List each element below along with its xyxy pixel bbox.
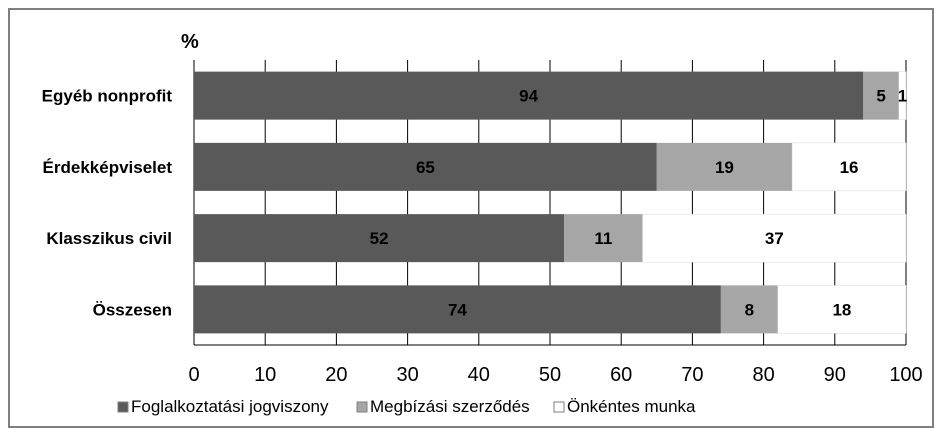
bar-1-3 bbox=[194, 214, 565, 263]
category-label-4: Összesen bbox=[93, 300, 172, 319]
x-tick-70: 70 bbox=[681, 364, 703, 386]
category-label-2: Érdekképviselet bbox=[43, 158, 173, 177]
legend-swatch-1 bbox=[117, 401, 129, 413]
bars: 94 5 1 65 19 16 52 11 37 74 8 18 bbox=[194, 71, 907, 334]
data-label-1-3: 52 bbox=[370, 229, 389, 248]
data-label-1-2: 65 bbox=[416, 158, 435, 177]
legend-swatch-2 bbox=[356, 401, 368, 413]
x-tick-90: 90 bbox=[824, 364, 846, 386]
category-label-1: Egyéb nonprofit bbox=[42, 87, 173, 106]
bar-2-1 bbox=[863, 71, 899, 120]
x-tick-30: 30 bbox=[396, 364, 418, 386]
legend-label-2: Megbízási szerződés bbox=[370, 397, 530, 416]
data-label-3-4: 18 bbox=[832, 300, 851, 319]
legend: Foglalkoztatási jogviszony Megbízási szer… bbox=[117, 397, 696, 416]
data-label-2-3: 11 bbox=[594, 229, 612, 248]
x-tick-40: 40 bbox=[468, 364, 490, 386]
x-tick-10: 10 bbox=[254, 364, 276, 386]
x-tick-100: 100 bbox=[889, 364, 922, 386]
data-label-3-1: 1 bbox=[898, 87, 907, 106]
x-tick-20: 20 bbox=[325, 364, 347, 386]
data-label-3-2: 16 bbox=[840, 158, 859, 177]
unit-label: % bbox=[181, 31, 199, 53]
data-label-3-3: 37 bbox=[765, 229, 784, 248]
x-tick-50: 50 bbox=[539, 364, 561, 386]
stacked-bar-chart: % 94 5 1 65 19 16 52 11 37 74 8 18 Egyéb nonprofit É… bbox=[42, 31, 923, 416]
legend-label-3: Önkéntes munka bbox=[567, 397, 696, 416]
bar-2-3 bbox=[564, 214, 643, 263]
bar-3-4 bbox=[777, 285, 907, 334]
bar-3-2 bbox=[791, 142, 907, 192]
x-tick-0: 0 bbox=[188, 364, 199, 386]
bar-2-4 bbox=[720, 285, 778, 334]
data-label-1-4: 74 bbox=[448, 300, 467, 319]
bar-1-4 bbox=[194, 285, 721, 334]
data-label-2-2: 19 bbox=[715, 158, 734, 177]
x-tick-60: 60 bbox=[610, 364, 632, 386]
bar-2-2 bbox=[656, 142, 793, 191]
x-axis-ticks: 0 10 20 30 40 50 60 70 80 90 100 bbox=[188, 364, 922, 386]
legend-swatch-3 bbox=[553, 401, 565, 413]
category-label-3: Klasszikus civil bbox=[46, 229, 172, 248]
bar-3-1 bbox=[898, 71, 907, 120]
data-label-1-1: 94 bbox=[519, 87, 538, 106]
legend-label-1: Foglalkoztatási jogviszony bbox=[131, 397, 329, 416]
data-label-2-1: 5 bbox=[876, 87, 885, 106]
bar-1-1 bbox=[194, 71, 864, 120]
bar-1-2 bbox=[194, 142, 657, 191]
category-labels: Egyéb nonprofit Érdekképviselet Klasszikus… bbox=[42, 87, 173, 320]
data-label-2-4: 8 bbox=[745, 300, 754, 319]
bar-3-3 bbox=[642, 213, 907, 263]
x-tick-80: 80 bbox=[752, 364, 774, 386]
